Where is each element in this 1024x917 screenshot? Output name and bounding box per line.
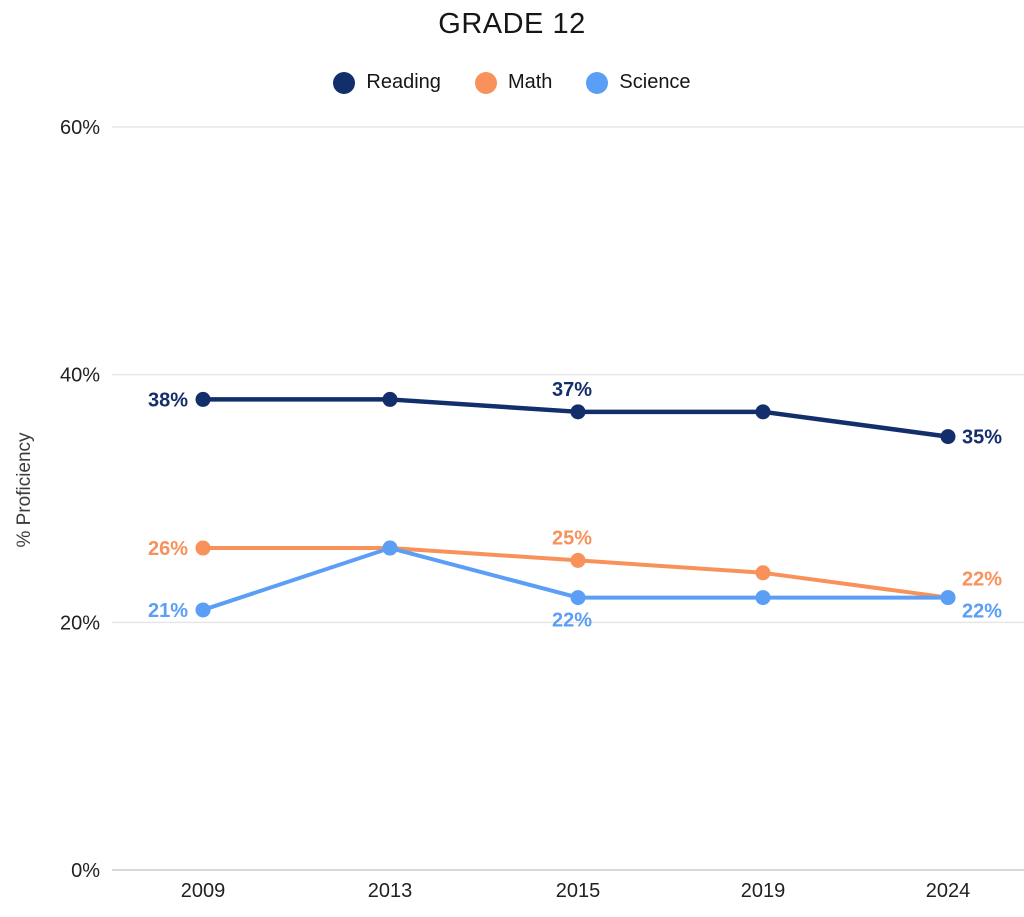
math-data-label: 25% — [552, 527, 592, 549]
legend-item-math: Math — [474, 71, 553, 94]
math-point-2019 — [755, 565, 771, 581]
math-data-label: 26% — [148, 538, 188, 560]
reading-point-2015 — [570, 404, 586, 420]
legend-label-reading: Reading — [366, 71, 441, 93]
x-tick-label: 2019 — [741, 880, 786, 902]
reading-legend-dot-icon — [333, 71, 356, 94]
chart-title: GRADE 12 — [438, 8, 586, 40]
science-point-2024 — [940, 590, 956, 606]
science-data-label: 21% — [148, 600, 188, 622]
science-point-2009 — [195, 602, 211, 618]
math-point-2009 — [195, 540, 211, 556]
reading-point-2019 — [755, 404, 771, 420]
math-point-2015 — [570, 552, 586, 568]
reading-point-2009 — [195, 391, 211, 407]
math-data-label: 22% — [962, 569, 1002, 591]
reading-point-2013 — [382, 391, 398, 407]
x-tick-label: 2013 — [368, 880, 413, 902]
legend-item-science: Science — [586, 71, 691, 94]
y-tick-label: 40% — [60, 365, 100, 387]
legend-label-math: Math — [507, 71, 553, 93]
y-tick-label: 0% — [71, 860, 100, 882]
science-point-2013 — [382, 540, 398, 556]
reading-data-label: 35% — [962, 427, 1002, 449]
x-tick-label: 2009 — [181, 880, 226, 902]
math-legend-dot-icon — [474, 71, 497, 94]
legend-label-science: Science — [619, 71, 691, 93]
science-data-label: 22% — [962, 601, 1002, 623]
x-tick-label: 2015 — [556, 880, 601, 902]
science-data-label: 22% — [552, 610, 592, 632]
legend: Reading Math Science — [0, 71, 1024, 94]
legend-item-reading: Reading — [333, 71, 441, 94]
y-tick-label: 60% — [60, 117, 100, 139]
y-tick-label: 20% — [60, 612, 100, 634]
reading-data-label: 37% — [552, 379, 592, 401]
science-legend-dot-icon — [586, 71, 609, 94]
science-point-2019 — [755, 590, 771, 606]
x-tick-label: 2024 — [926, 880, 971, 902]
reading-data-label: 38% — [148, 389, 188, 411]
science-point-2015 — [570, 590, 586, 606]
y-axis-title: % Proficiency — [14, 432, 35, 548]
reading-point-2024 — [940, 429, 956, 445]
